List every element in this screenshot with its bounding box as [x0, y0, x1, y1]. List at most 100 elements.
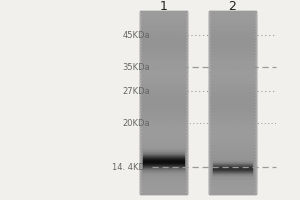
- Text: 20KDa: 20KDa: [122, 118, 150, 128]
- Bar: [143, 154, 184, 155]
- Bar: [209, 46, 256, 48]
- Bar: [209, 176, 256, 178]
- Bar: [140, 161, 187, 163]
- Bar: [209, 68, 256, 70]
- Bar: [213, 164, 252, 165]
- Bar: [140, 79, 187, 81]
- Bar: [140, 60, 187, 62]
- Bar: [140, 117, 187, 119]
- Bar: [140, 51, 187, 53]
- Bar: [140, 148, 187, 150]
- Bar: [209, 15, 256, 16]
- Bar: [209, 181, 256, 183]
- Bar: [143, 170, 184, 171]
- Text: 2: 2: [229, 0, 236, 12]
- Bar: [209, 190, 256, 192]
- Bar: [209, 132, 256, 134]
- Bar: [209, 79, 256, 81]
- Bar: [140, 139, 187, 141]
- Bar: [140, 26, 187, 27]
- Bar: [143, 158, 184, 159]
- Bar: [209, 145, 256, 146]
- Bar: [209, 51, 256, 53]
- Bar: [213, 172, 252, 173]
- Text: 45KDa: 45KDa: [122, 30, 150, 40]
- Bar: [140, 172, 187, 174]
- Bar: [209, 71, 256, 73]
- Bar: [209, 134, 256, 135]
- Bar: [209, 35, 256, 37]
- Bar: [140, 112, 187, 113]
- Bar: [213, 162, 252, 163]
- Bar: [209, 178, 256, 179]
- Bar: [209, 123, 256, 124]
- Bar: [213, 171, 252, 172]
- Bar: [140, 128, 187, 130]
- Bar: [140, 179, 187, 181]
- Bar: [140, 137, 187, 139]
- Bar: [140, 170, 187, 172]
- Bar: [213, 170, 252, 171]
- Bar: [209, 174, 256, 176]
- Bar: [140, 192, 187, 194]
- Bar: [209, 189, 256, 190]
- Bar: [143, 159, 184, 160]
- Bar: [209, 126, 256, 128]
- Bar: [209, 11, 256, 194]
- Bar: [140, 35, 187, 37]
- Bar: [140, 99, 187, 101]
- Bar: [209, 152, 256, 154]
- Bar: [140, 123, 187, 124]
- Bar: [140, 104, 187, 106]
- Bar: [143, 155, 184, 156]
- Bar: [213, 161, 252, 162]
- Bar: [140, 29, 187, 31]
- Bar: [209, 170, 256, 172]
- Bar: [209, 110, 256, 112]
- Bar: [140, 102, 187, 104]
- Bar: [209, 161, 256, 163]
- Bar: [209, 77, 256, 79]
- Bar: [209, 121, 256, 123]
- Bar: [209, 159, 256, 161]
- Bar: [209, 108, 256, 110]
- Bar: [209, 18, 256, 20]
- Bar: [143, 168, 184, 169]
- Bar: [140, 88, 187, 90]
- Bar: [140, 167, 187, 168]
- Bar: [209, 27, 256, 29]
- Bar: [140, 165, 187, 167]
- Bar: [209, 60, 256, 62]
- Bar: [140, 68, 187, 70]
- Bar: [209, 31, 256, 33]
- Bar: [140, 178, 187, 179]
- Bar: [140, 130, 187, 132]
- Bar: [140, 181, 187, 183]
- Bar: [209, 92, 256, 93]
- Bar: [209, 113, 256, 115]
- Bar: [213, 165, 252, 166]
- Bar: [140, 132, 187, 134]
- Bar: [209, 146, 256, 148]
- Bar: [140, 15, 187, 16]
- Bar: [140, 20, 187, 22]
- Bar: [140, 163, 187, 165]
- Bar: [213, 174, 252, 175]
- Bar: [143, 169, 184, 170]
- Text: 1: 1: [160, 0, 167, 12]
- Text: 14. 4KDa: 14. 4KDa: [112, 162, 150, 171]
- Bar: [140, 156, 187, 157]
- Bar: [140, 55, 187, 57]
- Bar: [209, 157, 256, 159]
- Bar: [213, 167, 252, 168]
- Bar: [140, 106, 187, 108]
- Bar: [140, 185, 187, 187]
- Bar: [140, 16, 187, 18]
- Bar: [140, 113, 187, 115]
- Bar: [140, 57, 187, 59]
- Bar: [140, 146, 187, 148]
- Bar: [209, 128, 256, 130]
- Bar: [209, 75, 256, 77]
- Bar: [209, 124, 256, 126]
- Bar: [143, 162, 184, 163]
